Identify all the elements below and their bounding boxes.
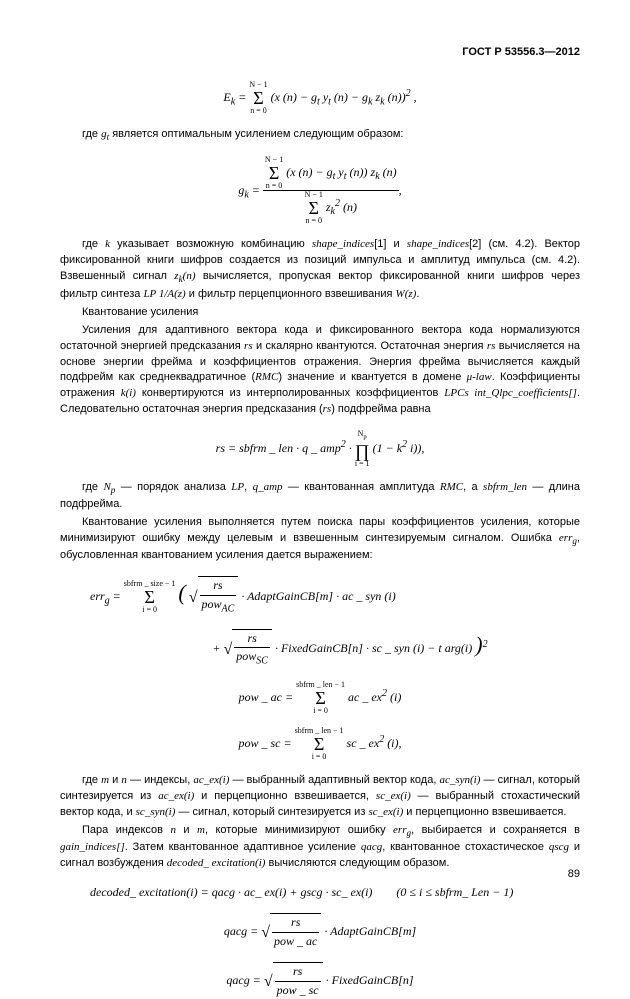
para-gain-quant: Квантование усиления выполняется путем п… <box>60 515 580 564</box>
subhead-quantization: Квантование усиления <box>60 305 580 321</box>
formula-gk: gk = N − 1Σn = 0 (x (n) − gt yt (n)) zk … <box>60 156 580 225</box>
para-Np-def: где Np — порядок анализа LP, q_amp — ква… <box>60 480 580 513</box>
formula-pow-ac: pow _ ac = sbfrm _ len − 1Σi = 0 ac _ ex… <box>60 681 580 715</box>
para-g-optimal: где gt является оптимальным усилением сл… <box>60 127 580 144</box>
document-header: ГОСТ Р 53556.3—2012 <box>60 45 580 61</box>
para-indices: где m и n — индексы, ac_ex(i) — выбранны… <box>60 773 580 821</box>
para-k-combination: где k указывает возможную комбинацию sha… <box>60 237 580 302</box>
formula-errg-a: errg = sbfrm _ size − 1Σi = 0 ( √rspowAC… <box>60 576 580 616</box>
formula-qacg-adapt: qacg = √rspow _ ac · AdaptGainCB[m] <box>60 913 580 950</box>
formula-rs: rs = sbfrm _ len · q _ amp2 · Np∏i = 1 (… <box>60 430 580 467</box>
page-number: 89 <box>568 867 580 883</box>
formula-Ek: Ek = N − 1Σn = 0 (x (n) − gt yt (n) − gk… <box>60 81 580 115</box>
para-gain-normalization: Усиления для адаптивного вектора кода и … <box>60 323 580 419</box>
para-pair-indices: Пара индексов n и m, которые минимизирую… <box>60 823 580 872</box>
formula-errg-b: + √rspowSC · FixedGainCB[n] · sc _ syn (… <box>60 629 580 669</box>
formula-decoded-excitation: decoded_ excitation(i) = qacg · ac_ ex(i… <box>60 884 580 901</box>
formula-qacg-fixed: qacg = √rspow _ sc · FixedGainCB[n] <box>60 962 580 999</box>
formula-pow-sc: pow _ sc = sbfrm _ len − 1Σi = 0 sc _ ex… <box>60 727 580 761</box>
